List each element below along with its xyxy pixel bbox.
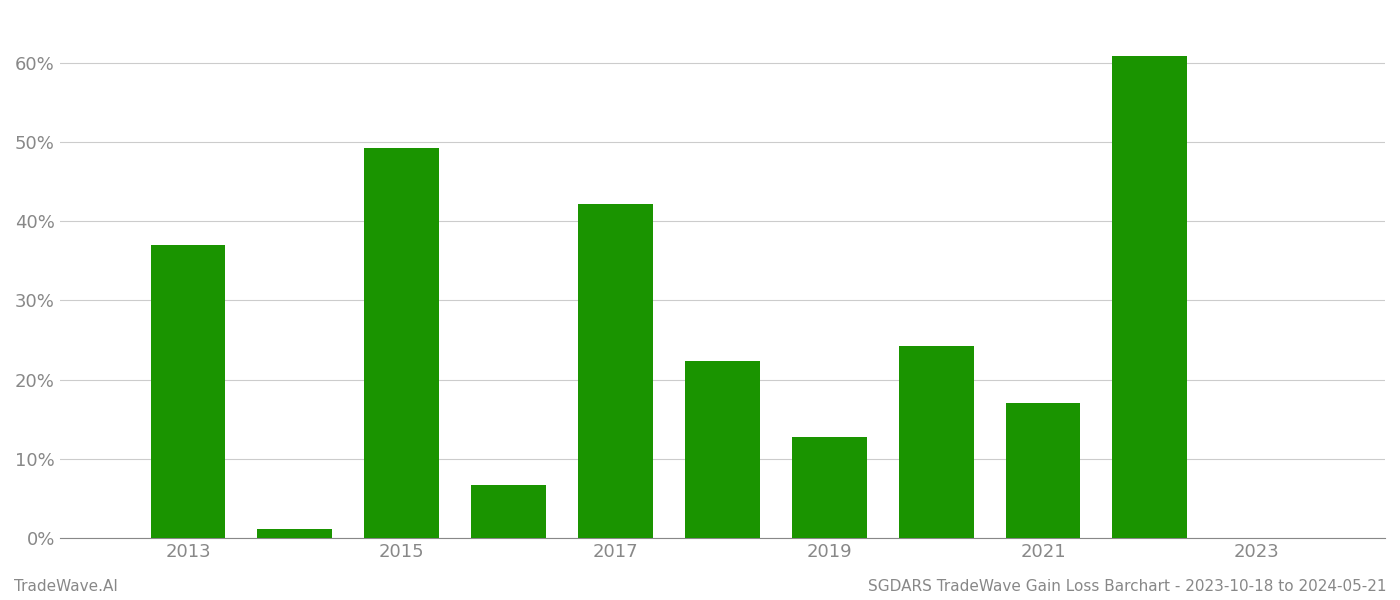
Bar	[899, 346, 973, 538]
Bar	[364, 148, 440, 538]
Bar	[258, 529, 332, 538]
Bar	[792, 437, 867, 538]
Bar	[685, 361, 760, 538]
Text: TradeWave.AI: TradeWave.AI	[14, 579, 118, 594]
Bar	[1005, 403, 1081, 538]
Text: SGDARS TradeWave Gain Loss Barchart - 2023-10-18 to 2024-05-21: SGDARS TradeWave Gain Loss Barchart - 20…	[868, 579, 1386, 594]
Bar	[151, 245, 225, 538]
Bar	[1113, 56, 1187, 538]
Bar	[578, 203, 652, 538]
Bar	[472, 485, 546, 538]
